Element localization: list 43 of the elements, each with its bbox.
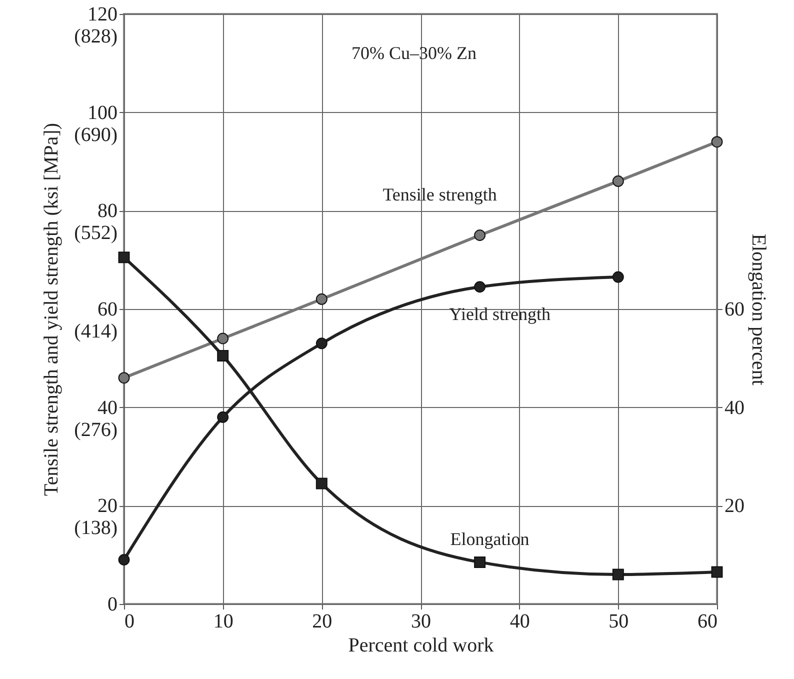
point: [217, 350, 229, 362]
x-tick-label: 20: [312, 610, 332, 632]
point: [316, 478, 328, 490]
point: [711, 566, 723, 578]
y-tick-label: 40: [98, 396, 118, 419]
x-axis-title: Percent cold work: [348, 634, 494, 656]
x-tick-label: 30: [411, 610, 431, 632]
y3-tick-label: (414): [74, 320, 118, 342]
point: [612, 175, 624, 187]
point: [118, 372, 130, 384]
y-tick-label: 100: [88, 102, 118, 124]
x-tick-label: 10: [213, 610, 234, 632]
y3-tick-label: (828): [74, 26, 118, 48]
y-tick-label: 20: [98, 495, 118, 518]
y3-tick-label: (690): [74, 124, 118, 146]
y-axis-title: Tensile strength and yield strength (ksi [MPa]): [40, 123, 62, 496]
y3-tick-label: (276): [74, 418, 118, 441]
point: [612, 271, 624, 283]
x-tick-label: 40: [510, 610, 530, 632]
y2-axis-title: Elongation percent: [748, 234, 770, 386]
y-tick-label: 120: [88, 4, 118, 26]
y-tick-label: 60: [98, 298, 118, 320]
point: [217, 332, 229, 344]
y3-tick-label: (552): [74, 222, 118, 244]
x-tick-label: 0: [124, 610, 134, 632]
point: [316, 293, 328, 305]
point: [474, 230, 486, 241]
point: [474, 281, 486, 293]
y-tick-label: 0: [108, 594, 118, 616]
x-tick-label: 50: [608, 610, 629, 632]
point: [316, 338, 328, 350]
point: [612, 568, 624, 580]
point: [711, 136, 723, 148]
y3-tick-label: (138): [74, 517, 118, 540]
y2-tick-label: 40: [724, 396, 744, 419]
point: [217, 411, 229, 423]
y2-tick-label: 60: [724, 298, 744, 320]
y-tick-label: 80: [98, 200, 118, 222]
point: [474, 556, 486, 568]
point: [118, 554, 130, 566]
x-tick-label: 60: [698, 610, 718, 632]
y2-tick-label: 20: [724, 495, 744, 518]
point: [118, 252, 130, 264]
